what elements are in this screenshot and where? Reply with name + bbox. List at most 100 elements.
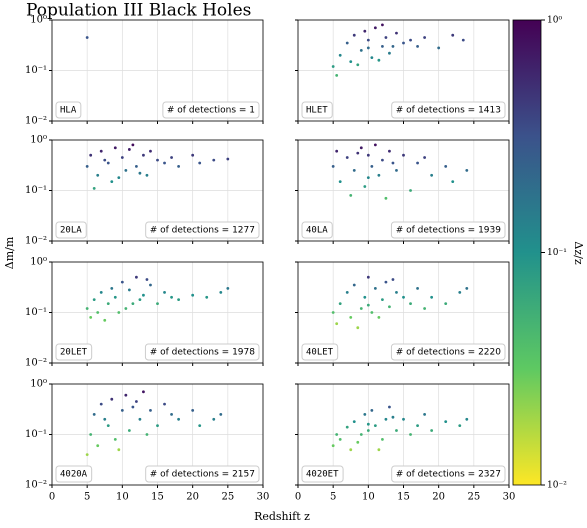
- point: [138, 298, 142, 302]
- point: [149, 409, 152, 412]
- point: [384, 196, 388, 200]
- point: [381, 158, 384, 162]
- panel-frame: [297, 261, 510, 364]
- point: [356, 63, 360, 67]
- point: [345, 291, 349, 294]
- y-tick-label: 10⁻¹: [25, 185, 47, 196]
- point: [89, 153, 93, 157]
- point: [145, 173, 149, 177]
- point: [226, 287, 230, 290]
- point: [145, 433, 149, 436]
- figure-title: Population III Black Holes: [26, 1, 251, 21]
- panel-label: 20LA: [60, 226, 82, 236]
- point: [345, 156, 349, 159]
- point: [92, 413, 96, 416]
- x-tick-label: 25: [467, 492, 480, 503]
- x-tick-label: 30: [503, 492, 516, 503]
- panel: HLET # of detections = 1413: [295, 19, 510, 124]
- point: [219, 413, 223, 416]
- point: [451, 180, 455, 184]
- panel-label: 40LA: [306, 226, 328, 236]
- point: [437, 46, 441, 50]
- point: [106, 424, 110, 428]
- point: [423, 156, 426, 159]
- point: [370, 56, 374, 60]
- point: [117, 176, 121, 180]
- point: [177, 298, 181, 302]
- panel: 40LET # of detections = 2220: [295, 261, 510, 366]
- panel-label-box: [55, 343, 93, 361]
- point: [124, 169, 128, 172]
- point: [391, 278, 395, 281]
- panel-label: 4020ET: [306, 470, 339, 480]
- point: [377, 173, 381, 177]
- point: [131, 405, 135, 409]
- point: [335, 149, 339, 153]
- point: [191, 153, 195, 157]
- point: [117, 311, 121, 314]
- point: [366, 429, 370, 432]
- point: [331, 165, 335, 168]
- point: [402, 41, 405, 45]
- x-tick-label: 20: [186, 492, 199, 503]
- point: [373, 143, 377, 147]
- panel: 40LA # of detections = 1939: [295, 139, 510, 244]
- point: [89, 433, 93, 436]
- point: [219, 291, 223, 294]
- point: [366, 46, 370, 50]
- panel-label-box: [301, 465, 344, 483]
- panel: 10⁻² 10⁻¹ 10⁰ 20LA # of detections = 1277: [25, 135, 264, 247]
- point: [366, 153, 370, 157]
- point: [92, 187, 96, 190]
- point: [335, 322, 339, 326]
- point: [409, 38, 412, 42]
- point: [373, 287, 377, 290]
- point: [451, 33, 455, 37]
- point: [381, 45, 384, 48]
- point: [138, 171, 142, 175]
- point: [423, 307, 426, 310]
- point: [395, 429, 398, 432]
- point: [391, 161, 395, 165]
- point: [388, 149, 391, 153]
- panel-frame: [51, 261, 264, 364]
- point: [416, 161, 419, 165]
- panel-frame: [297, 139, 510, 242]
- point: [96, 444, 100, 448]
- point: [163, 402, 166, 406]
- panel-frame: [51, 19, 264, 122]
- annotation-box: [390, 343, 506, 361]
- point: [363, 413, 367, 416]
- point: [388, 405, 391, 409]
- panel: 0 5 10 15 20 25 30 4020ET # of detections = 2327: [295, 383, 516, 503]
- point: [135, 165, 138, 168]
- point: [142, 390, 145, 394]
- point: [444, 165, 448, 168]
- colorbar-tick-label: 10⁻²: [547, 481, 567, 491]
- point: [352, 420, 356, 424]
- point: [359, 307, 363, 310]
- point: [145, 278, 149, 281]
- point: [170, 413, 173, 416]
- point: [135, 400, 138, 403]
- point: [430, 295, 434, 299]
- point: [338, 180, 342, 184]
- point: [198, 424, 202, 428]
- panel: 10⁻² 10⁻¹ 10⁰ HLA # of detections = 1: [25, 15, 264, 127]
- x-tick-label: 30: [257, 492, 270, 503]
- point: [127, 288, 131, 292]
- point: [212, 417, 216, 421]
- point: [117, 448, 121, 452]
- panel-label-box: [55, 101, 82, 119]
- point: [205, 295, 209, 299]
- point: [142, 293, 145, 297]
- point: [423, 413, 426, 416]
- x-tick-label: 0: [295, 492, 301, 503]
- point: [395, 31, 398, 35]
- point: [96, 173, 100, 177]
- point: [381, 298, 384, 302]
- point: [377, 315, 381, 319]
- point: [391, 45, 395, 48]
- y-tick-label: 10⁰: [30, 135, 47, 146]
- point: [395, 169, 398, 172]
